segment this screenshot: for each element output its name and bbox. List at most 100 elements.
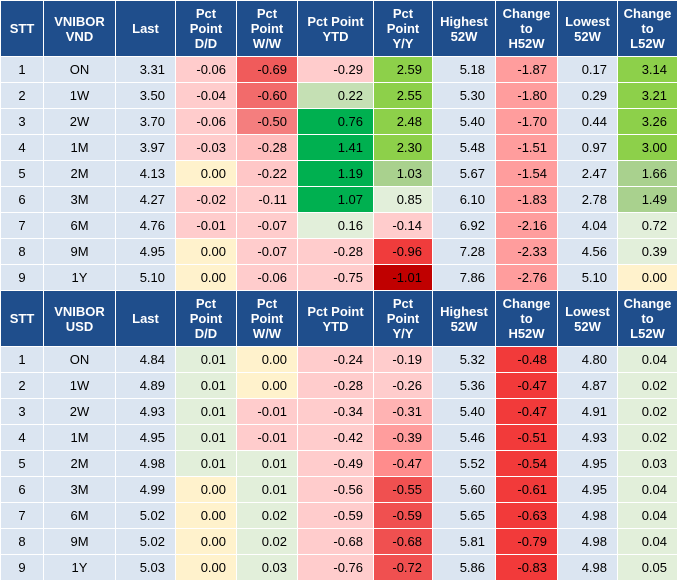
cell-pct-yy: -0.47	[373, 450, 433, 477]
cell-change-h52w: -1.54	[495, 160, 558, 187]
cell-change-l52w: 0.02	[617, 372, 678, 399]
cell-pct-dd: 0.00	[175, 476, 237, 503]
cell-pct-ww: -0.06	[236, 264, 298, 291]
cell-pct-ww: -0.22	[236, 160, 298, 187]
cell-lowest-52w: 2.47	[557, 160, 618, 187]
cell-highest-52w: 5.18	[432, 56, 496, 83]
usd-table-row: 1 ON 4.84 0.01 0.00 -0.24 -0.19 5.32 -0.48 4.80 0.…	[0, 346, 678, 373]
cell-last: 5.10	[115, 264, 176, 291]
cell-stt: 6	[0, 186, 44, 213]
cell-pct-yy: -0.39	[373, 424, 433, 451]
cell-change-h52w: -0.79	[495, 528, 558, 555]
vnd-header-row: STT VNIBOR VND Last Pct Point D/D Pct Point W/W Pc…	[0, 0, 678, 57]
cell-highest-52w: 5.81	[432, 528, 496, 555]
cell-lowest-52w: 4.98	[557, 502, 618, 529]
cell-last: 5.02	[115, 528, 176, 555]
cell-pct-ww: 0.00	[236, 346, 298, 373]
cell-tenor: 2M	[43, 450, 116, 477]
header-change-h52w: Change to H52W	[495, 290, 558, 347]
cell-highest-52w: 5.36	[432, 372, 496, 399]
cell-highest-52w: 5.40	[432, 398, 496, 425]
cell-lowest-52w: 0.97	[557, 134, 618, 161]
cell-pct-ww: 0.01	[236, 476, 298, 503]
usd-header-row: STT VNIBOR USD Last Pct Point D/D Pct Point W/W Pc…	[0, 290, 678, 347]
usd-table-row: 6 3M 4.99 0.00 0.01 -0.56 -0.55 5.60 -0.61 4.95 0.…	[0, 476, 678, 503]
cell-stt: 8	[0, 238, 44, 265]
cell-pct-dd: -0.04	[175, 82, 237, 109]
cell-pct-dd: 0.01	[175, 398, 237, 425]
cell-stt: 9	[0, 554, 44, 581]
cell-last: 3.70	[115, 108, 176, 135]
cell-pct-dd: 0.01	[175, 424, 237, 451]
cell-pct-ytd: -0.42	[297, 424, 374, 451]
header-lowest-52w: Lowest 52W	[557, 290, 618, 347]
cell-lowest-52w: 4.87	[557, 372, 618, 399]
usd-table-row: 7 6M 5.02 0.00 0.02 -0.59 -0.59 5.65 -0.63 4.98 0.…	[0, 502, 678, 529]
cell-highest-52w: 5.86	[432, 554, 496, 581]
cell-change-l52w: 0.00	[617, 264, 678, 291]
cell-change-h52w: -1.87	[495, 56, 558, 83]
cell-pct-dd: 0.01	[175, 346, 237, 373]
cell-tenor: 2W	[43, 398, 116, 425]
header-highest-52w: Highest 52W	[432, 290, 496, 347]
cell-pct-dd: 0.00	[175, 502, 237, 529]
cell-pct-dd: 0.00	[175, 238, 237, 265]
usd-table-row: 4 1M 4.95 0.01 -0.01 -0.42 -0.39 5.46 -0.51 4.93 0…	[0, 424, 678, 451]
cell-change-h52w: -1.80	[495, 82, 558, 109]
usd-table-row: 9 1Y 5.03 0.00 0.03 -0.76 -0.72 5.86 -0.83 4.98 0.…	[0, 554, 678, 581]
cell-change-l52w: 1.49	[617, 186, 678, 213]
vnd-table-row: 1 ON 3.31 -0.06 -0.69 -0.29 2.59 5.18 -1.87 0.17 3…	[0, 56, 678, 83]
cell-change-h52w: -1.70	[495, 108, 558, 135]
cell-pct-ww: -0.01	[236, 424, 298, 451]
header-change-h52w: Change to H52W	[495, 0, 558, 57]
cell-pct-ytd: 1.41	[297, 134, 374, 161]
cell-change-h52w: -0.83	[495, 554, 558, 581]
cell-pct-dd: 0.01	[175, 450, 237, 477]
cell-last: 5.03	[115, 554, 176, 581]
header-pct-ww: Pct Point W/W	[236, 290, 298, 347]
header-last: Last	[115, 290, 176, 347]
header-lowest-52w: Lowest 52W	[557, 0, 618, 57]
cell-lowest-52w: 2.78	[557, 186, 618, 213]
cell-pct-dd: -0.02	[175, 186, 237, 213]
cell-pct-ww: 0.02	[236, 502, 298, 529]
vnd-table-row: 2 1W 3.50 -0.04 -0.60 0.22 2.55 5.30 -1.80 0.29 3.…	[0, 82, 678, 109]
cell-pct-ww: -0.60	[236, 82, 298, 109]
cell-last: 4.84	[115, 346, 176, 373]
cell-highest-52w: 7.86	[432, 264, 496, 291]
cell-tenor: 2M	[43, 160, 116, 187]
cell-highest-52w: 5.48	[432, 134, 496, 161]
cell-change-h52w: -1.83	[495, 186, 558, 213]
header-vnibor: VNIBOR USD	[43, 290, 116, 347]
cell-lowest-52w: 0.29	[557, 82, 618, 109]
cell-change-l52w: 0.04	[617, 476, 678, 503]
cell-lowest-52w: 0.17	[557, 56, 618, 83]
cell-tenor: 1W	[43, 372, 116, 399]
header-stt: STT	[0, 0, 44, 57]
cell-pct-ytd: -0.68	[297, 528, 374, 555]
cell-pct-ww: -0.50	[236, 108, 298, 135]
cell-pct-ww: 0.00	[236, 372, 298, 399]
usd-table-row: 3 2W 4.93 0.01 -0.01 -0.34 -0.31 5.40 -0.47 4.91 0…	[0, 398, 678, 425]
usd-table-row: 8 9M 5.02 0.00 0.02 -0.68 -0.68 5.81 -0.79 4.98 0.…	[0, 528, 678, 555]
cell-stt: 5	[0, 160, 44, 187]
cell-pct-yy: -0.55	[373, 476, 433, 503]
cell-pct-dd: -0.01	[175, 212, 237, 239]
cell-pct-ytd: 0.22	[297, 82, 374, 109]
cell-stt: 5	[0, 450, 44, 477]
vnd-table-row: 9 1Y 5.10 0.00 -0.06 -0.75 -1.01 7.86 -2.76 5.10 0…	[0, 264, 678, 291]
cell-tenor: 1W	[43, 82, 116, 109]
cell-pct-yy: 2.48	[373, 108, 433, 135]
cell-pct-ww: -0.01	[236, 398, 298, 425]
cell-lowest-52w: 4.93	[557, 424, 618, 451]
cell-change-h52w: -0.63	[495, 502, 558, 529]
cell-pct-ww: -0.28	[236, 134, 298, 161]
cell-highest-52w: 5.65	[432, 502, 496, 529]
cell-lowest-52w: 4.80	[557, 346, 618, 373]
cell-pct-dd: 0.00	[175, 160, 237, 187]
cell-highest-52w: 5.32	[432, 346, 496, 373]
cell-pct-ytd: -0.49	[297, 450, 374, 477]
cell-highest-52w: 5.46	[432, 424, 496, 451]
cell-change-l52w: 0.04	[617, 346, 678, 373]
vnd-table-row: 8 9M 4.95 0.00 -0.07 -0.28 -0.96 7.28 -2.33 4.56 0…	[0, 238, 678, 265]
